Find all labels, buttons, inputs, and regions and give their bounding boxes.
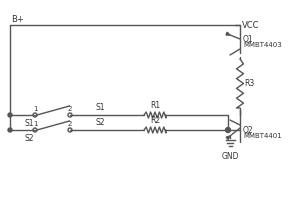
Text: Q2: Q2 [243,126,254,135]
Text: VCC: VCC [242,21,260,29]
Text: 1: 1 [33,121,37,127]
Text: MMBT4401: MMBT4401 [243,133,282,139]
Polygon shape [226,136,230,140]
Text: 2: 2 [68,106,72,112]
Text: MMBT4403: MMBT4403 [243,42,282,48]
Text: Q1: Q1 [243,35,254,44]
Text: GND: GND [221,152,239,161]
Text: S2: S2 [95,118,105,127]
Text: B+: B+ [11,15,24,24]
Text: 2: 2 [68,121,72,127]
Text: R3: R3 [244,79,254,88]
Circle shape [8,113,12,117]
Circle shape [8,128,12,132]
Text: 1: 1 [33,106,37,112]
Polygon shape [226,32,230,35]
Text: S1: S1 [24,119,34,128]
Text: S1: S1 [95,103,105,112]
Circle shape [226,128,230,132]
Text: R2: R2 [150,116,160,125]
Text: R1: R1 [150,101,160,110]
Text: S2: S2 [24,134,34,143]
